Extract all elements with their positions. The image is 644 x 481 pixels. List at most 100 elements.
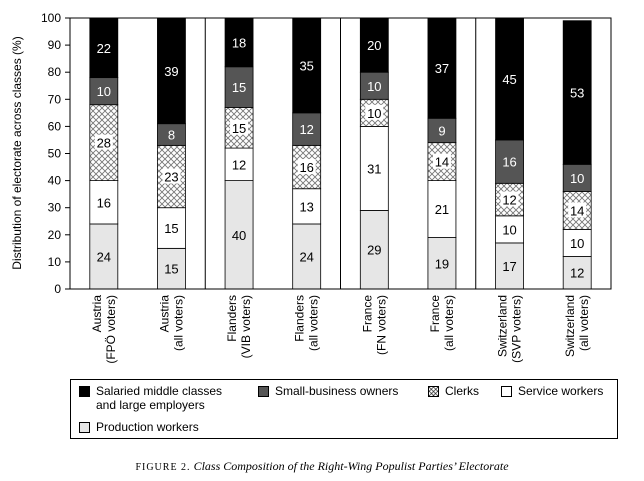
- figure-number: FIGURE 2.: [135, 462, 191, 473]
- legend-item: Service workers: [501, 384, 603, 398]
- bar-segment: [495, 242, 524, 290]
- stacked-bar-chart: Distribution of electorate across classe…: [10, 11, 612, 364]
- bar-segment: [427, 17, 457, 119]
- bars: 24 16 28 10 22 15 15 23 8 39 40 12 15 15 18 24 13 16 12 35 2…: [89, 17, 592, 290]
- bar-segment: [224, 147, 254, 182]
- legend-swatch: [501, 386, 512, 397]
- data-label: 40: [232, 228, 246, 243]
- data-label-background: [365, 104, 384, 120]
- figure-caption: FIGURE 2. Class Composition of the Right…: [0, 459, 644, 474]
- bar-segment: [495, 17, 524, 141]
- x-tick-label-line: (all voters): [307, 295, 321, 351]
- data-label-background: [230, 119, 249, 135]
- data-label-background: [568, 202, 587, 218]
- y-tick-label: 50: [48, 147, 62, 161]
- legend-label-line: Production workers: [96, 420, 199, 434]
- data-label: 23: [164, 170, 178, 185]
- legend-item: Production workers: [79, 420, 199, 434]
- x-tick-label-line: (VIB voters): [239, 295, 253, 358]
- x-axis-labels: Austria(FPÖ voters) Austria(all voters) Fl…: [90, 295, 591, 364]
- data-label: 19: [435, 256, 449, 271]
- legend-swatch: [428, 386, 439, 397]
- bar-segment: [359, 210, 389, 290]
- legend-label-line: Small-business owners: [275, 384, 399, 398]
- y-tick-label: 20: [48, 228, 62, 242]
- y-tick-label: 0: [54, 282, 61, 296]
- data-label: 22: [97, 41, 111, 56]
- data-label: 16: [97, 195, 111, 210]
- data-label: 10: [97, 84, 111, 99]
- data-label: 53: [570, 86, 584, 101]
- x-tick-label-line: (FPÖ voters): [104, 295, 118, 364]
- x-tick-label-line: France: [428, 295, 442, 333]
- legend-label-line: and large employers: [96, 398, 205, 412]
- bar-segment: [427, 180, 457, 238]
- caption-text: Class Composition of the Right-Wing Popu…: [193, 459, 509, 473]
- y-axis-ticks: 0 10 20 30 40 50 60 70 80 90 100: [41, 11, 70, 296]
- data-label: 24: [97, 249, 111, 264]
- x-tick-label: Switzerland(SVP voters): [496, 295, 524, 363]
- data-label: 29: [367, 243, 381, 258]
- y-tick-label: 80: [48, 65, 62, 79]
- bar-segment: [89, 77, 119, 106]
- data-label: 45: [502, 72, 516, 87]
- x-tick-label: Switzerland(all voters): [563, 295, 591, 357]
- bar-segment: [292, 188, 322, 225]
- x-tick-label: France(all voters): [428, 295, 456, 351]
- legend-swatch: [258, 386, 269, 397]
- y-tick-label: 30: [48, 201, 62, 215]
- legend: Salaried middle classes and large employe…: [70, 379, 618, 439]
- x-tick-label-line: France: [360, 295, 374, 333]
- x-tick-label-line: Austria: [157, 295, 171, 333]
- data-label: 35: [299, 58, 313, 73]
- data-label: 15: [232, 121, 246, 136]
- data-label: 21: [435, 202, 449, 217]
- legend-label: Salaried middle classes and large employe…: [96, 384, 222, 412]
- data-label: 16: [502, 155, 516, 170]
- x-tick-label-line: (all voters): [577, 295, 591, 351]
- data-label: 16: [299, 160, 313, 175]
- bar-segment: [224, 17, 254, 68]
- data-label: 12: [570, 266, 584, 281]
- bar-segment: [292, 17, 322, 114]
- x-tick-label-line: Austria: [90, 295, 104, 333]
- group-dividers: [204, 18, 477, 289]
- legend-item: Clerks: [428, 384, 479, 398]
- data-label: 37: [435, 61, 449, 76]
- y-tick-label: 70: [48, 92, 62, 106]
- data-label: 10: [570, 171, 584, 186]
- legend-swatch: [79, 386, 90, 397]
- data-label: 24: [299, 249, 313, 264]
- data-label: 12: [232, 157, 246, 172]
- x-tick-label-line: Flanders: [293, 295, 307, 342]
- x-tick-label-line: Switzerland: [496, 295, 510, 357]
- y-tick-label: 40: [48, 174, 62, 188]
- legend-item: Small-business owners: [258, 384, 398, 398]
- data-label: 10: [367, 79, 381, 94]
- data-label: 39: [164, 64, 178, 79]
- legend-swatch: [79, 422, 90, 433]
- data-label-background: [500, 191, 519, 207]
- data-label: 12: [299, 122, 313, 137]
- y-tick-label: 100: [41, 11, 61, 25]
- x-tick-label: Flanders(all voters): [293, 295, 321, 351]
- data-label: 20: [367, 38, 381, 53]
- legend-label: Clerks: [445, 384, 479, 398]
- y-tick-label: 60: [48, 119, 62, 133]
- bar-segment: [495, 215, 524, 244]
- data-label-background: [162, 168, 181, 184]
- bar-segment: [89, 223, 119, 290]
- data-label: 31: [367, 161, 381, 176]
- x-tick-label: Austria(all voters): [157, 295, 185, 351]
- y-axis-label: Distribution of electorate across classe…: [10, 36, 24, 269]
- x-tick-label-line: (all voters): [171, 295, 185, 351]
- x-tick-label-line: Switzerland: [563, 295, 577, 357]
- data-label: 15: [164, 221, 178, 236]
- data-label: 13: [299, 199, 313, 214]
- data-label: 14: [570, 203, 584, 218]
- x-tick-label-line: (all voters): [442, 295, 456, 351]
- data-label: 18: [232, 35, 246, 50]
- legend-label: Production workers: [96, 420, 199, 434]
- bar-segment: [157, 17, 186, 125]
- x-tick-label: France(FN voters): [360, 295, 388, 355]
